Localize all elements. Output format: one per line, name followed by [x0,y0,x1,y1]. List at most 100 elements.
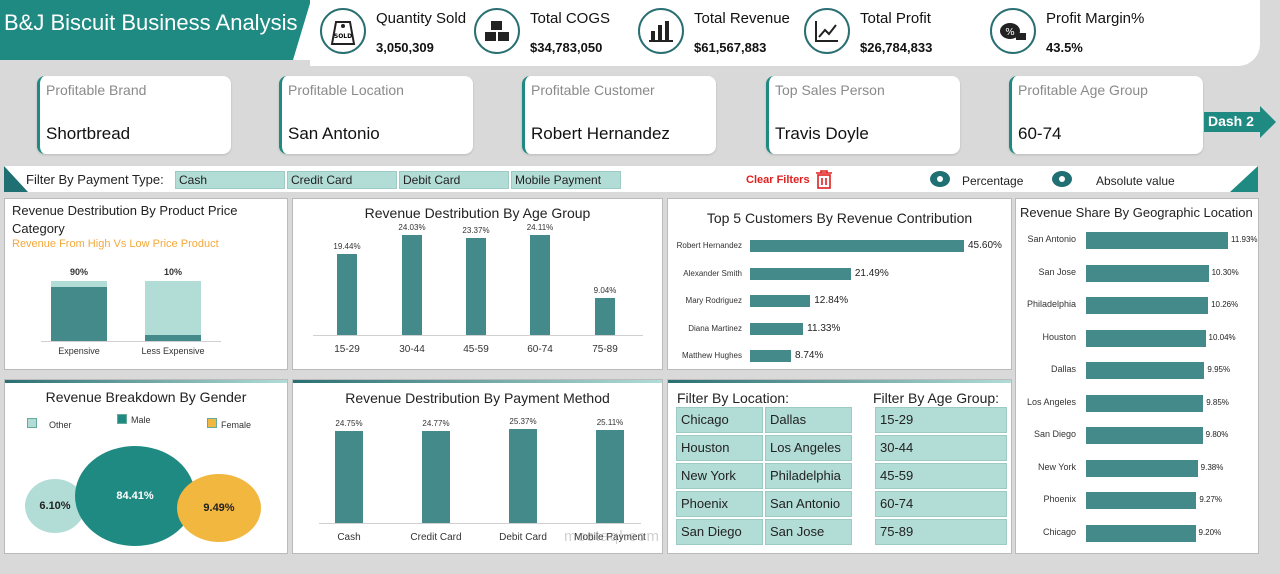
panel-geographic: Revenue Share By Geographic Location San… [1015,198,1259,554]
top-customers-chart: Robert Hernandez 45.60% Alexander Smith 21.… [668,233,1013,369]
age-slicer-item[interactable]: 60-74 [875,491,1007,517]
bar [750,240,964,252]
payment-filter-mobile-payment[interactable]: Mobile Payment [511,171,621,189]
panel-slicers: Filter By Location: Filter By Age Group:… [667,379,1012,554]
age-filter-title: Filter By Age Group: [873,390,1000,406]
bar [422,431,450,523]
data-label: 84.41% [116,490,154,502]
insight-label: Top Sales Person [775,82,885,98]
tick-label: Debit Card [499,532,547,543]
data-label: 8.74% [795,350,824,361]
location-filter-title: Filter By Location: [677,390,790,406]
location-slicer-item[interactable]: San Antonio [765,491,852,517]
data-label: 10.26% [1211,300,1239,309]
bar [1086,329,1206,347]
data-label: 25.37% [509,417,537,426]
x-axis [313,335,643,336]
category-label: New York [1037,461,1076,472]
data-label: 23.37% [462,226,490,236]
payment-method-chart: 24.75% Cash 24.77% Credit Card 25.37% Debit C… [293,410,664,554]
chart-title: Top 5 Customers By Revenue Contribution [706,210,973,226]
absolute-value-radio[interactable] [1052,171,1072,187]
page-title: B&J Biscuit Business Analysis [4,10,298,35]
age-slicer-item[interactable]: 75-89 [875,519,1007,545]
insight-card-customer: Profitable Customer Robert Hernandez [522,76,716,154]
legend-label: Other [49,420,72,430]
money-percent-icon: % [990,8,1036,54]
bar [750,350,792,362]
category-label: Dallas [1050,364,1076,374]
location-slicer-item[interactable]: Houston [676,435,763,461]
trash-icon[interactable] [816,170,832,189]
absolute-value-label: Absolute value [1096,174,1175,188]
data-label: 19.44% [333,242,361,252]
payment-filter-credit-card[interactable]: Credit Card [287,171,397,189]
age-slicer: 15-29 30-44 45-59 60-74 75-89 [875,407,1009,547]
tick-label: 15-29 [334,344,360,355]
kpi-value: 3,050,309 [376,40,434,55]
clear-filters-button[interactable]: Clear Filters [746,174,810,186]
payment-filter-debit-card[interactable]: Debit Card [399,171,509,189]
gender-bubble [177,474,261,542]
age-slicer-item[interactable]: 30-44 [875,435,1007,461]
data-label: 11.33% [807,322,841,334]
tick-label: 60-74 [527,344,553,355]
percentage-radio[interactable] [930,171,950,187]
percentage-label: Percentage [962,174,1024,188]
insight-value: 60-74 [1018,124,1062,143]
price-category-chart: 90% Expensive 10% Less Expensive [5,259,289,369]
data-label: 10.04% [1208,332,1236,342]
insight-label: Profitable Brand [46,82,147,98]
trend-line-icon [804,8,850,54]
data-label: 9.80% [1205,430,1229,439]
insight-value: San Antonio [288,124,380,143]
bar [466,238,486,335]
category-label: Los Angeles [1026,396,1076,407]
location-slicer-item[interactable]: Philadelphia [765,463,852,489]
category-label: San Antonio [1027,234,1076,244]
data-label: 24.77% [422,419,450,429]
boxes-icon [474,8,520,54]
age-slicer-item[interactable]: 15-29 [875,407,1007,433]
tick-label: Cash [337,532,361,543]
svg-text:%: % [1005,27,1015,38]
geographic-chart: San Antonio 11.93% San Jose 10.30% Philadelp… [1016,227,1260,553]
tick-label: Credit Card [410,532,462,543]
location-slicer-item[interactable]: San Jose [765,519,852,545]
dash2-button[interactable]: Dash 2 [1204,106,1276,138]
chart-title: Revenue Destribution By Product Price Ca… [12,203,238,236]
data-label: 9.04% [593,285,617,295]
age-slicer-item[interactable]: 45-59 [875,463,1007,489]
bar [1086,297,1209,314]
bar [595,297,615,335]
insight-label: Profitable Location [288,82,404,98]
gender-chart: Other Male Female 6.10% 84.41% 9.49% [5,410,289,554]
category-label: Diana Martinez [688,323,742,333]
category-label: Robert Hernandez [676,241,742,250]
bar [750,295,811,307]
location-slicer-item[interactable]: Phoenix [676,491,763,517]
bar-share [51,287,107,341]
category-label: Chicago [1042,526,1076,537]
location-slicer-item[interactable]: New York [676,463,763,489]
panel-top-accent [5,380,287,383]
location-slicer-item[interactable]: San Diego [676,519,763,545]
tick-label: Less Expensive [141,346,205,356]
age-group-chart: 19.44% 15-29 24.03% 30-44 23.37% 45-59 24.11% 6… [293,223,664,369]
location-slicer-item[interactable]: Chicago [676,407,763,433]
insight-label: Profitable Customer [531,82,655,98]
data-label: 25.11% [596,417,624,427]
data-label: 9.20% [1198,527,1222,537]
panel-price-category: Revenue Destribution By Product Price Ca… [4,198,288,370]
panel-gender: Revenue Breakdown By Gender Other Male Fem… [4,379,288,554]
bar [1086,232,1228,249]
insight-value: Travis Doyle [775,124,869,143]
payment-filter-cash[interactable]: Cash [175,171,285,189]
kpi-label: Total COGS [530,10,611,27]
bar [1086,492,1197,509]
location-slicer-item[interactable]: Dallas [765,407,852,433]
location-slicer-item[interactable]: Los Angeles [765,435,852,461]
panel-top-customers: Top 5 Customers By Revenue Contribution … [667,198,1012,370]
bar-total [145,281,201,341]
bar [1086,394,1204,412]
